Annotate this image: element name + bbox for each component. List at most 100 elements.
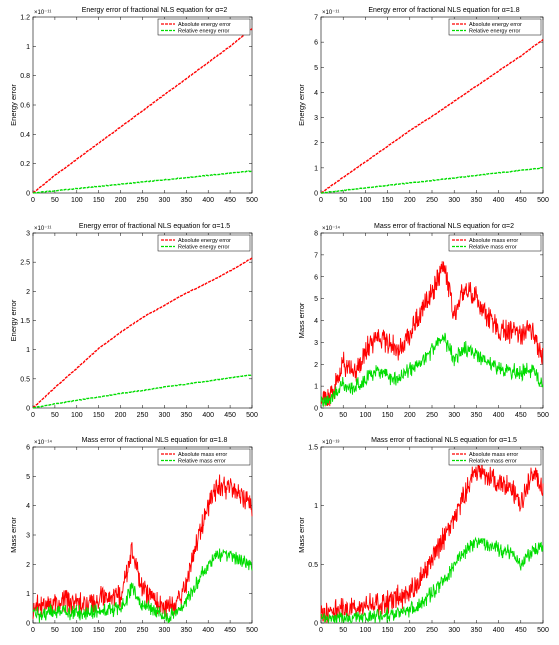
y-tick-label: 3	[314, 115, 318, 122]
x-tick-label: 100	[360, 627, 372, 634]
y-tick-label: 0	[26, 191, 30, 198]
x-tick-label: 450	[515, 412, 527, 419]
x-tick-label: 500	[537, 197, 549, 204]
axis-multiplier: ×10⁻¹¹	[34, 226, 51, 232]
y-axis-label: Mass error	[297, 302, 306, 338]
y-tick-label: 0.6	[20, 103, 30, 110]
plot-area	[32, 232, 253, 409]
legend-entry: Absolute mass error	[178, 452, 227, 458]
x-tick-label: 250	[137, 197, 149, 204]
x-tick-label: 200	[115, 627, 127, 634]
x-tick-label: 200	[115, 197, 127, 204]
x-tick-label: 500	[537, 412, 549, 419]
chart-panel-1: 0 50 100 150 200 250 300 350 400 450 500 0 0.2 0.4 0.6…	[9, 7, 258, 204]
y-tick-label: 1	[314, 165, 318, 172]
x-tick-label: 450	[515, 197, 527, 204]
legend-entry: Relative mass error	[469, 459, 517, 465]
x-tick-label: 150	[93, 627, 105, 634]
x-tick-label: 400	[202, 197, 214, 204]
x-tick-label: 400	[493, 197, 505, 204]
y-tick-label: 3	[26, 533, 30, 540]
series-line-absolute	[32, 257, 253, 409]
y-tick-label: 2	[26, 562, 30, 569]
chart-title: Mass error of fractional NLS equation fo…	[374, 223, 514, 230]
axis-multiplier: ×10⁻¹¹	[322, 10, 339, 16]
x-tick-label: 400	[202, 412, 214, 419]
x-tick-label: 300	[448, 627, 460, 634]
y-tick-label: 1	[26, 591, 30, 598]
y-tick-label: 2	[314, 140, 318, 147]
x-tick-label: 150	[382, 197, 394, 204]
plot-area	[320, 16, 544, 194]
y-tick-label: 0	[26, 621, 30, 628]
chart-title: Energy error of fractional NLS equation …	[368, 7, 519, 14]
y-tick-label: 1.2	[20, 15, 30, 22]
x-tick-label: 50	[339, 627, 347, 634]
x-tick-label: 500	[537, 627, 549, 634]
x-tick-label: 200	[404, 627, 416, 634]
y-tick-label: 2	[26, 289, 30, 296]
y-tick-label: 4	[314, 318, 318, 325]
legend-entry: Relative mass error	[178, 459, 226, 465]
series-line-absolute	[32, 28, 253, 194]
legend-box	[157, 448, 251, 466]
series-line-relative	[320, 536, 544, 625]
chart-panel-6: 0 50 100 150 200 250 300 350 400 450 500 0 0.5 1 1.5 ×1…	[297, 437, 549, 634]
x-tick-label: 500	[246, 412, 258, 419]
x-tick-label: 450	[224, 412, 236, 419]
x-tick-label: 200	[115, 412, 127, 419]
chart-title: Energy error of fractional NLS equation …	[82, 7, 228, 14]
y-axis-label: Energy error	[297, 84, 306, 126]
y-axis-label: Energy error	[9, 84, 18, 126]
y-tick-label: 0	[314, 406, 318, 413]
y-tick-label: 6	[314, 274, 318, 281]
x-tick-label: 250	[426, 412, 438, 419]
legend-box	[157, 18, 251, 36]
plot-area	[320, 232, 544, 409]
x-tick-label: 50	[51, 412, 59, 419]
y-tick-label: 0.4	[20, 132, 30, 139]
x-tick-label: 200	[404, 412, 416, 419]
x-tick-label: 300	[159, 197, 171, 204]
series-line-absolute	[320, 261, 544, 407]
axis-multiplier: ×10⁻¹³	[322, 440, 339, 446]
x-tick-label: 100	[360, 197, 372, 204]
y-tick-label: 1	[26, 347, 30, 354]
legend-entry: Absolute energy error	[178, 22, 231, 28]
x-tick-label: 100	[360, 412, 372, 419]
y-tick-label: 2.5	[20, 260, 30, 267]
legend-entry: Absolute energy error	[178, 238, 231, 244]
legend-entry: Relative energy error	[178, 245, 230, 251]
y-tick-label: 8	[314, 231, 318, 238]
x-tick-label: 350	[471, 627, 483, 634]
x-tick-label: 50	[339, 412, 347, 419]
chart-panel-3: 0 50 100 150 200 250 300 350 400 450 500 0 0.5 1 1.5 2 2…	[9, 223, 258, 419]
y-tick-label: 1.5	[20, 318, 30, 325]
x-tick-label: 100	[71, 412, 83, 419]
y-tick-label: 5	[314, 296, 318, 303]
y-tick-label: 7	[314, 15, 318, 22]
axis-multiplier: ×10⁻¹¹	[34, 10, 51, 16]
chart-panel-2: 0 50 100 150 200 250 300 350 400 450 500 0 1 2 3 4 5 6 7 ×1…	[297, 7, 549, 204]
x-tick-label: 200	[404, 197, 416, 204]
y-tick-label: 0	[26, 406, 30, 413]
legend-box	[157, 234, 251, 252]
y-tick-label: 4	[26, 503, 30, 510]
y-tick-label: 0	[314, 191, 318, 198]
x-tick-label: 0	[31, 627, 35, 634]
y-tick-label: 5	[26, 474, 30, 481]
y-axis-label: Mass error	[9, 517, 18, 553]
y-tick-label: 5	[314, 65, 318, 72]
legend-entry: Relative mass error	[469, 245, 517, 251]
legend-entry: Relative energy error	[469, 29, 521, 35]
x-tick-label: 250	[426, 627, 438, 634]
x-tick-label: 350	[180, 627, 192, 634]
legend-entry: Relative energy error	[178, 29, 230, 35]
y-tick-label: 7	[314, 252, 318, 259]
x-tick-label: 300	[448, 412, 460, 419]
